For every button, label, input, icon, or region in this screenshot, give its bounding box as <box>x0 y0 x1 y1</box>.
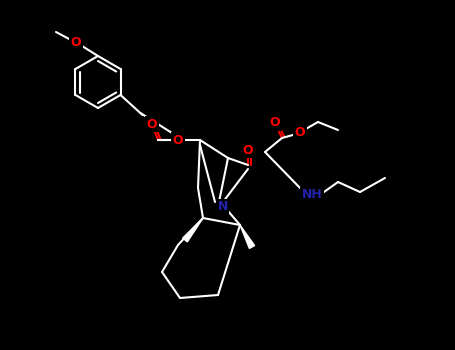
Text: O: O <box>71 35 81 49</box>
Text: NH: NH <box>302 189 323 202</box>
Text: O: O <box>147 118 157 131</box>
Text: O: O <box>243 144 253 156</box>
Text: N: N <box>218 201 228 214</box>
Text: O: O <box>173 133 183 147</box>
Polygon shape <box>182 218 203 242</box>
Polygon shape <box>240 225 255 248</box>
Text: O: O <box>295 126 305 140</box>
Text: O: O <box>270 117 280 130</box>
